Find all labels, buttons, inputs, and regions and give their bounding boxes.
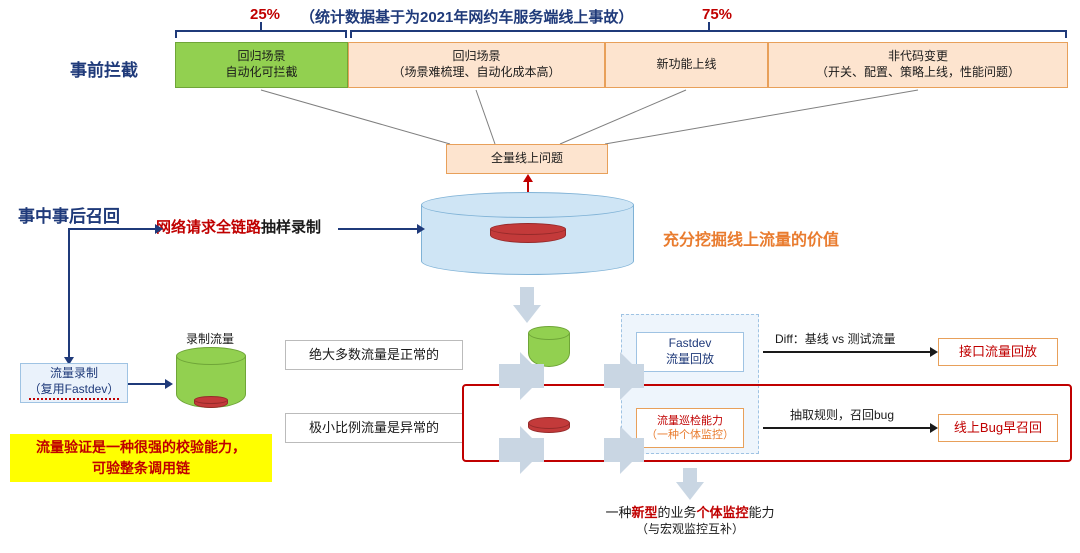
cell-2: 新功能上线 [605, 42, 768, 88]
pct-25: 25% [250, 6, 280, 23]
bracket-75 [350, 30, 1065, 40]
cell-2-l1: 新功能上线 [656, 57, 716, 73]
cell-1-l2: （场景难梳理、自动化成本高） [392, 65, 560, 81]
arrow-r1a [520, 352, 544, 400]
arrow-r1b [620, 352, 644, 400]
cell-0-l1: 回归场景 [237, 49, 285, 65]
fastdev-box: Fastdev 流量回放 [636, 332, 744, 372]
rule-label: 抽取规则，召回bug [790, 406, 894, 423]
top-note: （统计数据基于为2021年网约车服务端线上事故） [300, 6, 633, 27]
label-recall: 事中事后召回 [18, 202, 120, 227]
pct-75: 75% [702, 6, 732, 23]
cell-1-l1: 回归场景 [452, 49, 500, 65]
cell-3-l2: （开关、配置、策略上线，性能问题） [816, 65, 1020, 81]
orange-text: 充分挖掘线上流量的价值 [663, 226, 839, 250]
diagram-root: 25% （统计数据基于为2021年网约车服务端线上事故） 75% 事前拦截 回归… [0, 0, 1080, 553]
cell-1: 回归场景 （场景难梳理、自动化成本高） [348, 42, 605, 88]
yellow-callout: 流量验证是一种很强的校验能力， 可验整条调用链 [10, 434, 272, 482]
cell-3-l1: 非代码变更 [888, 49, 948, 65]
rec-title: 录制流量 [170, 330, 250, 347]
bottom-caption: 一种新型的业务个体监控能力 （与宏观监控互补） [560, 505, 820, 537]
diff-label: Diff：基线 vs 测试流量 [775, 330, 895, 347]
funnel-box: 全量线上问题 [446, 144, 608, 174]
cell-0: 回归场景 自动化可拦截 [175, 42, 348, 88]
label-preblock: 事前拦截 [70, 56, 138, 81]
arrow-r2b [620, 426, 644, 474]
arrow-r2a [520, 426, 544, 474]
arrow-down-bottom [676, 482, 704, 500]
out-1: 接口流量回放 [938, 338, 1058, 366]
cell-3: 非代码变更 （开关、配置、策略上线，性能问题） [768, 42, 1068, 88]
flow-abnormal: 极小比例流量是异常的 [285, 413, 463, 443]
bracket-25 [175, 30, 345, 40]
red-text: 网络请求全链路抽样录制 [156, 216, 321, 237]
record-box: 流量录制 （复用Fastdev） [20, 363, 128, 403]
out-2: 线上Bug早召回 [938, 414, 1058, 442]
flow-normal: 绝大多数流量是正常的 [285, 340, 463, 370]
arrow-down-cyl [513, 305, 541, 323]
cell-0-l2: 自动化可拦截 [225, 65, 297, 81]
